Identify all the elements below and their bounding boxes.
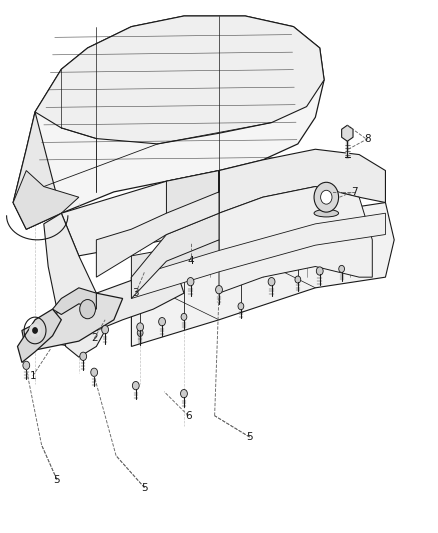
Text: 8: 8 (364, 134, 371, 143)
Circle shape (102, 326, 109, 334)
Text: 5: 5 (53, 475, 60, 484)
Text: 7: 7 (351, 187, 358, 197)
Circle shape (180, 390, 187, 398)
Circle shape (215, 286, 223, 294)
Circle shape (321, 190, 332, 204)
Circle shape (339, 265, 345, 272)
Circle shape (80, 352, 87, 360)
Circle shape (187, 278, 194, 286)
Polygon shape (166, 171, 219, 229)
Polygon shape (131, 213, 219, 298)
Circle shape (181, 313, 187, 320)
Circle shape (314, 182, 339, 212)
Text: 3: 3 (132, 288, 139, 298)
Circle shape (80, 300, 95, 319)
Circle shape (316, 267, 323, 275)
Polygon shape (131, 203, 394, 346)
Circle shape (33, 328, 37, 333)
Polygon shape (22, 293, 123, 352)
Polygon shape (53, 288, 96, 314)
Circle shape (268, 278, 275, 286)
Circle shape (91, 368, 98, 376)
Text: 6: 6 (185, 411, 192, 421)
Polygon shape (35, 16, 324, 144)
Polygon shape (13, 171, 79, 229)
Circle shape (137, 323, 144, 331)
Text: 2: 2 (91, 334, 98, 343)
Circle shape (30, 324, 40, 337)
Polygon shape (131, 240, 219, 282)
Polygon shape (96, 171, 219, 277)
Polygon shape (44, 213, 105, 357)
Text: 5: 5 (246, 432, 253, 442)
Text: 1: 1 (29, 371, 36, 381)
Circle shape (23, 361, 30, 369)
Polygon shape (219, 149, 385, 213)
Circle shape (295, 276, 301, 283)
Circle shape (137, 329, 143, 336)
Circle shape (238, 303, 244, 310)
Polygon shape (79, 266, 184, 330)
Text: 5: 5 (141, 483, 148, 492)
Text: 4: 4 (187, 256, 194, 266)
Polygon shape (219, 187, 372, 293)
Circle shape (132, 382, 139, 390)
Polygon shape (61, 171, 219, 256)
Ellipse shape (314, 209, 339, 217)
Polygon shape (13, 112, 61, 229)
Polygon shape (13, 16, 324, 229)
Polygon shape (131, 213, 385, 298)
Polygon shape (18, 309, 61, 362)
Circle shape (159, 318, 166, 326)
